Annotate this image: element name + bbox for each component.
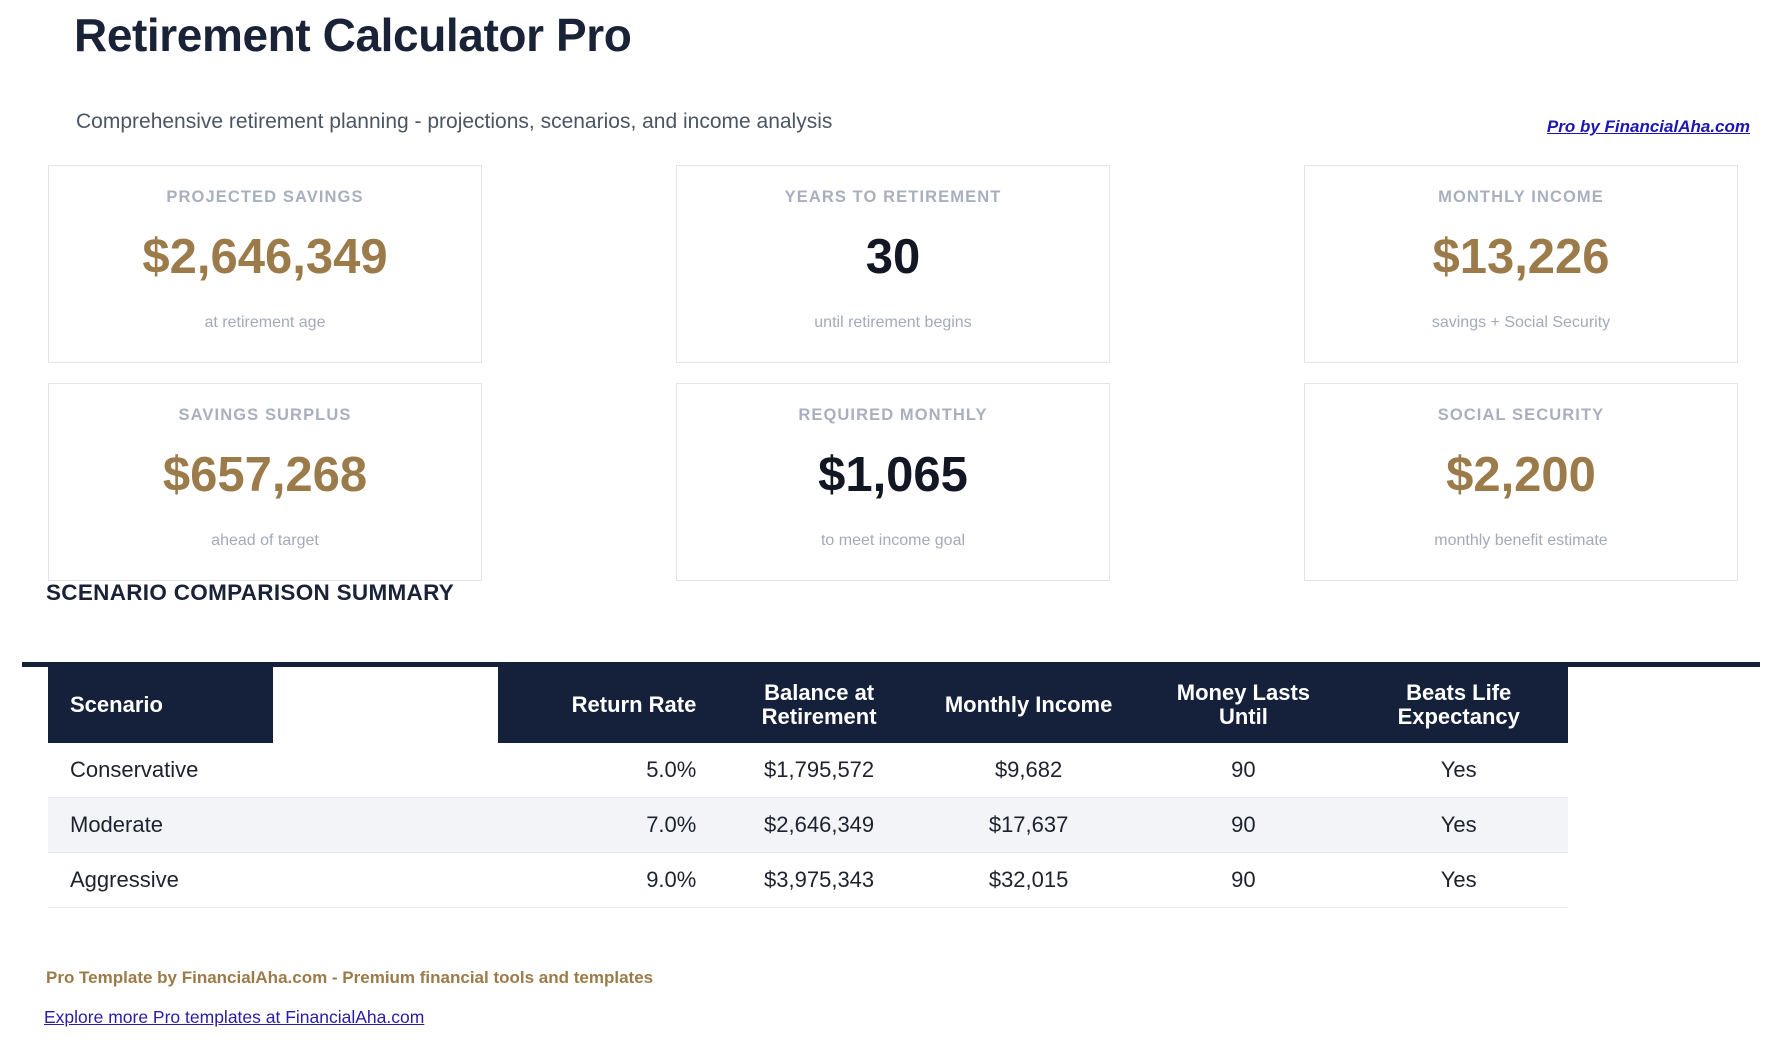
metric-sublabel: monthly benefit estimate — [1434, 532, 1608, 549]
cell-scenario: Conservative — [48, 742, 273, 798]
metric-label: MONTHLY INCOME — [1438, 188, 1604, 206]
table-row[interactable]: Conservative 5.0% $1,795,572 $9,682 90 Y… — [48, 742, 1568, 798]
metric-value: $657,268 — [162, 448, 368, 502]
metric-card-required-monthly: REQUIRED MONTHLY $1,065 to meet income g… — [676, 383, 1110, 581]
metric-sublabel: to meet income goal — [820, 532, 966, 549]
cell-monthly-income: $17,637 — [919, 797, 1138, 853]
metric-card-grid: PROJECTED SAVINGS $2,646,349 at retireme… — [48, 165, 1738, 601]
cell-beats-life-expectancy: Yes — [1349, 852, 1568, 908]
cell-money-lasts-until: 90 — [1137, 742, 1350, 798]
scenario-comparison-table-wrapper: Scenario Return Rate Balance at Retireme… — [48, 667, 1568, 908]
section-divider — [22, 662, 1760, 667]
metric-value: $1,065 — [818, 448, 968, 502]
metric-value: $13,226 — [1432, 230, 1610, 284]
cell-monthly-income: $32,015 — [919, 852, 1138, 908]
metric-value: $2,646,349 — [142, 230, 388, 284]
cell-scenario: Aggressive — [48, 852, 273, 908]
metric-label: PROJECTED SAVINGS — [166, 188, 364, 206]
metric-card-monthly-income: MONTHLY INCOME $13,226 savings + Social … — [1304, 165, 1738, 363]
metric-sublabel: savings + Social Security — [1431, 314, 1611, 331]
brand-link[interactable]: Pro by FinancialAha.com — [1546, 117, 1750, 136]
metric-card-row-2: SAVINGS SURPLUS $657,268 ahead of target… — [48, 383, 1738, 581]
metric-sublabel: ahead of target — [211, 532, 319, 549]
metric-card-social-security: SOCIAL SECURITY $2,200 monthly benefit e… — [1304, 383, 1738, 581]
column-header-scenario[interactable]: Scenario — [48, 667, 273, 743]
footer-note: Pro Template by FinancialAha.com - Premi… — [46, 968, 654, 987]
column-header-spacer — [272, 667, 498, 743]
cell-beats-life-expectancy: Yes — [1349, 797, 1568, 853]
metric-value: $2,200 — [1446, 448, 1596, 502]
table-head: Scenario Return Rate Balance at Retireme… — [48, 667, 1568, 743]
table-body: Conservative 5.0% $1,795,572 $9,682 90 Y… — [48, 742, 1568, 908]
cell-balance-at-retirement: $2,646,349 — [718, 797, 920, 853]
page-title: Retirement Calculator Pro — [74, 9, 632, 61]
metric-label: YEARS TO RETIREMENT — [784, 188, 1002, 206]
metric-card-row-1: PROJECTED SAVINGS $2,646,349 at retireme… — [48, 165, 1738, 363]
cell-return-rate: 9.0% — [497, 852, 719, 908]
column-header-return-rate[interactable]: Return Rate — [497, 667, 719, 743]
cell-return-rate: 7.0% — [497, 797, 719, 853]
scenario-comparison-table: Scenario Return Rate Balance at Retireme… — [48, 667, 1568, 908]
cell-spacer — [272, 742, 498, 798]
metric-sublabel: until retirement begins — [814, 314, 972, 331]
column-header-balance-at-retirement[interactable]: Balance at Retirement — [718, 667, 920, 743]
metric-card-projected-savings: PROJECTED SAVINGS $2,646,349 at retireme… — [48, 165, 482, 363]
metric-card-years-to-retirement: YEARS TO RETIREMENT 30 until retirement … — [676, 165, 1110, 363]
cell-scenario: Moderate — [48, 797, 273, 853]
metric-sublabel: at retirement age — [204, 314, 326, 331]
table-row[interactable]: Moderate 7.0% $2,646,349 $17,637 90 Yes — [48, 797, 1568, 853]
column-header-monthly-income[interactable]: Monthly Income — [919, 667, 1138, 743]
cell-monthly-income: $9,682 — [919, 742, 1138, 798]
table-header-row: Scenario Return Rate Balance at Retireme… — [48, 667, 1568, 743]
column-header-money-lasts-until[interactable]: Money Lasts Until — [1137, 667, 1350, 743]
cell-spacer — [272, 852, 498, 908]
cell-money-lasts-until: 90 — [1137, 797, 1350, 853]
cell-spacer — [272, 797, 498, 853]
metric-label: SOCIAL SECURITY — [1437, 406, 1605, 424]
page-subtitle: Comprehensive retirement planning - proj… — [76, 110, 833, 133]
cell-return-rate: 5.0% — [497, 742, 719, 798]
metric-label: REQUIRED MONTHLY — [798, 406, 988, 424]
cell-beats-life-expectancy: Yes — [1349, 742, 1568, 798]
column-header-beats-life-expectancy[interactable]: Beats Life Expectancy — [1349, 667, 1568, 743]
metric-label: SAVINGS SURPLUS — [178, 406, 352, 424]
section-heading-scenario-comparison: SCENARIO COMPARISON SUMMARY — [46, 580, 455, 605]
cell-balance-at-retirement: $3,975,343 — [718, 852, 920, 908]
metric-card-savings-surplus: SAVINGS SURPLUS $657,268 ahead of target — [48, 383, 482, 581]
cell-balance-at-retirement: $1,795,572 — [718, 742, 920, 798]
footer-link-explore-templates[interactable]: Explore more Pro templates at FinancialA… — [44, 1007, 425, 1027]
metric-value: 30 — [865, 230, 921, 284]
cell-money-lasts-until: 90 — [1137, 852, 1350, 908]
table-row[interactable]: Aggressive 9.0% $3,975,343 $32,015 90 Ye… — [48, 852, 1568, 908]
